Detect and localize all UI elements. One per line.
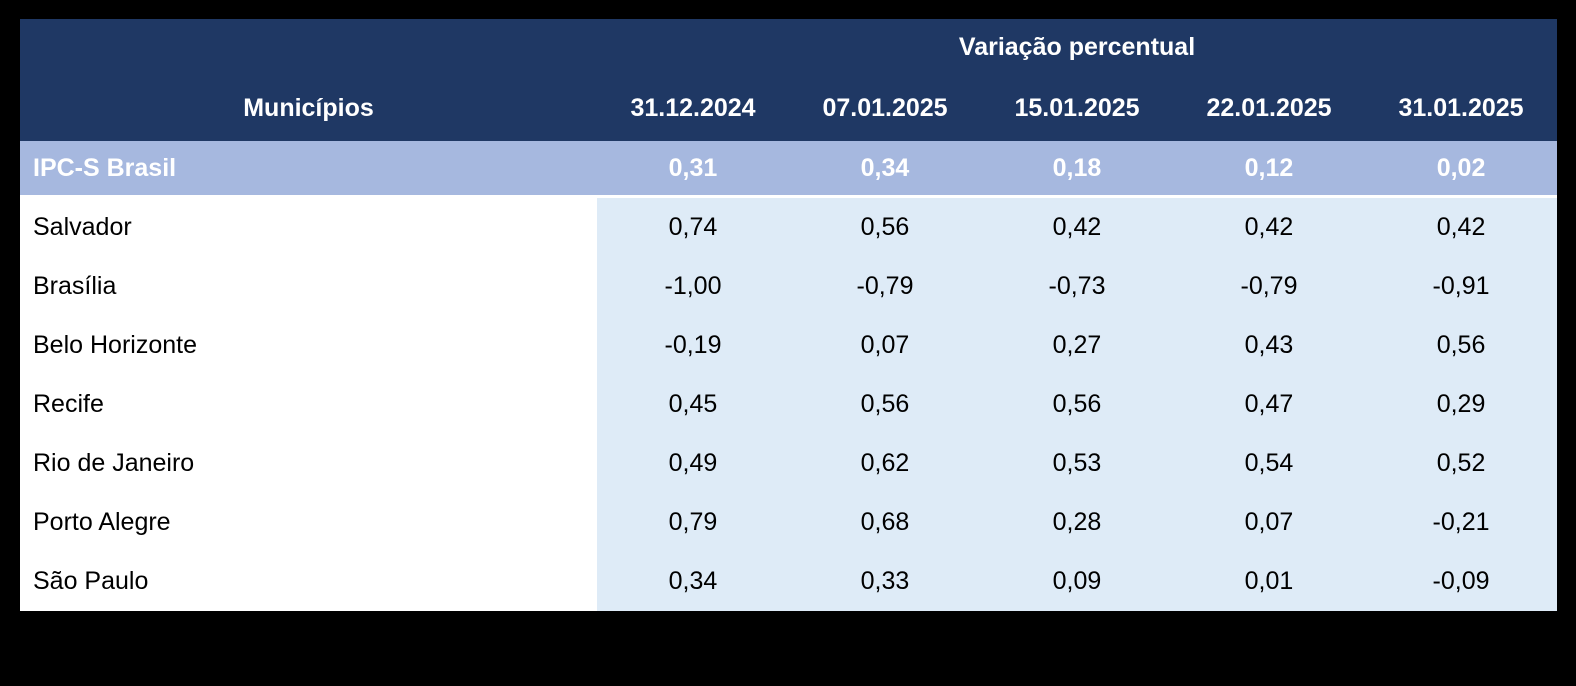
cell-value: -0,91 (1365, 257, 1558, 316)
cell-value: 0,27 (981, 316, 1173, 375)
table-column-header-row: Municípios 31.12.2024 07.01.2025 15.01.2… (20, 75, 1558, 141)
ipcs-variation-table: Variação percentual Municípios 31.12.202… (20, 19, 1558, 611)
row-label: Rio de Janeiro (20, 434, 597, 493)
cell-value: 0,68 (789, 493, 981, 552)
table-row: Porto Alegre 0,79 0,68 0,28 0,07 -0,21 (20, 493, 1558, 552)
cell-value: 0,49 (597, 434, 789, 493)
column-header-date-5: 31.01.2025 (1365, 75, 1558, 141)
cell-value: 0,01 (1173, 552, 1365, 611)
cell-value: 0,56 (789, 196, 981, 257)
cell-value: 0,07 (1173, 493, 1365, 552)
row-label: Salvador (20, 196, 597, 257)
column-header-date-1: 31.12.2024 (597, 75, 789, 141)
cell-value: 0,56 (1365, 316, 1558, 375)
cell-value: 0,56 (789, 375, 981, 434)
row-label: IPC-S Brasil (20, 141, 597, 198)
row-ipcs-brasil: IPC-S Brasil 0,31 0,34 0,18 0,12 0,02 (20, 141, 1558, 198)
cell-value: 0,47 (1173, 375, 1365, 434)
row-label: Porto Alegre (20, 493, 597, 552)
table-group-header-row: Variação percentual (20, 19, 1558, 75)
row-label: Recife (20, 375, 597, 434)
cell-value: 0,02 (1365, 141, 1558, 198)
cell-value: 0,33 (789, 552, 981, 611)
cell-value: 0,34 (597, 552, 789, 611)
cell-value: 0,53 (981, 434, 1173, 493)
cell-value: 0,12 (1173, 141, 1365, 198)
cell-value: 0,31 (597, 141, 789, 198)
cell-value: 0,42 (1365, 196, 1558, 257)
cell-value: -0,79 (1173, 257, 1365, 316)
cell-value: -0,09 (1365, 552, 1558, 611)
column-header-date-3: 15.01.2025 (981, 75, 1173, 141)
row-label: Belo Horizonte (20, 316, 597, 375)
cell-value: 0,74 (597, 196, 789, 257)
cell-value: 0,18 (981, 141, 1173, 198)
cell-value: -0,79 (789, 257, 981, 316)
cell-value: -1,00 (597, 257, 789, 316)
cell-value: 0,34 (789, 141, 981, 198)
cell-value: 0,79 (597, 493, 789, 552)
cell-value: 0,42 (1173, 196, 1365, 257)
cell-value: 0,42 (981, 196, 1173, 257)
cell-value: 0,29 (1365, 375, 1558, 434)
cell-value: 0,56 (981, 375, 1173, 434)
cell-value: 0,62 (789, 434, 981, 493)
row-label: São Paulo (20, 552, 597, 611)
cell-value: -0,73 (981, 257, 1173, 316)
cell-value: 0,54 (1173, 434, 1365, 493)
table-row: Brasília -1,00 -0,79 -0,73 -0,79 -0,91 (20, 257, 1558, 316)
header-spacer (20, 19, 597, 75)
table-row: Belo Horizonte -0,19 0,07 0,27 0,43 0,56 (20, 316, 1558, 375)
column-header-municipios: Municípios (20, 75, 597, 141)
cell-value: 0,45 (597, 375, 789, 434)
cell-value: 0,52 (1365, 434, 1558, 493)
table-row: Recife 0,45 0,56 0,56 0,47 0,29 (20, 375, 1558, 434)
table-row: São Paulo 0,34 0,33 0,09 0,01 -0,09 (20, 552, 1558, 611)
table-row: Salvador 0,74 0,56 0,42 0,42 0,42 (20, 196, 1558, 257)
row-label: Brasília (20, 257, 597, 316)
table-row: Rio de Janeiro 0,49 0,62 0,53 0,54 0,52 (20, 434, 1558, 493)
cell-value: -0,21 (1365, 493, 1558, 552)
cell-value: 0,09 (981, 552, 1173, 611)
cell-value: 0,43 (1173, 316, 1365, 375)
cell-value: 0,28 (981, 493, 1173, 552)
column-header-date-4: 22.01.2025 (1173, 75, 1365, 141)
cell-value: -0,19 (597, 316, 789, 375)
table-title: Variação percentual (597, 19, 1558, 75)
column-header-date-2: 07.01.2025 (789, 75, 981, 141)
cell-value: 0,07 (789, 316, 981, 375)
